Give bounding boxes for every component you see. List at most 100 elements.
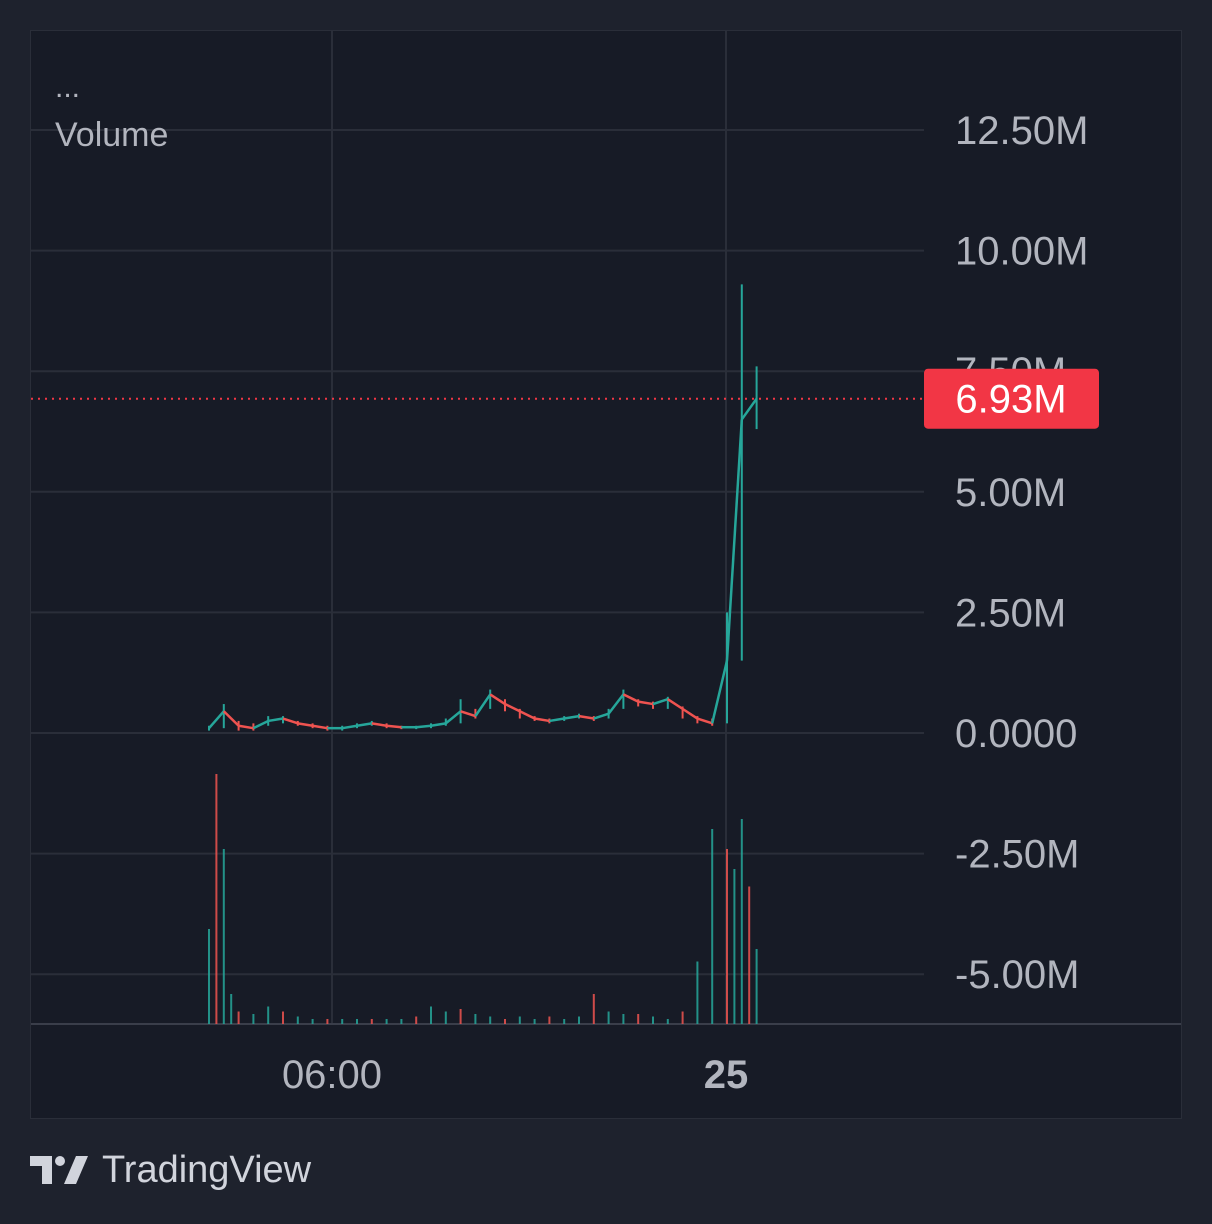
volume-bar [459, 1009, 462, 1024]
series-segment [489, 693, 506, 706]
x-tick-label: 25 [704, 1053, 749, 1097]
volume-bar [356, 1019, 358, 1024]
legend-more: ... [55, 71, 80, 104]
volume-bar [400, 1019, 403, 1024]
y-tick-label: 12.50M [955, 109, 1088, 153]
volume-bar [326, 1019, 329, 1024]
volume-bar [666, 1019, 669, 1024]
volume-bar [385, 1019, 388, 1024]
series-segment [460, 710, 476, 718]
x-tick-label: 06:00 [282, 1053, 382, 1097]
volume-bar [726, 849, 728, 1024]
series-segment [341, 724, 358, 730]
series-segment [474, 693, 492, 717]
price-badge-label: 6.93M [955, 378, 1066, 422]
y-tick-label: 0.0000 [955, 712, 1077, 756]
volume-bar [681, 1011, 684, 1024]
series-segment [534, 717, 550, 723]
y-axis: 12.50M10.00M7.50M5.00M2.50M0.0000-2.50M-… [955, 109, 1088, 997]
series-segment [386, 724, 402, 729]
volume-bar [740, 819, 743, 1024]
volume-bar [748, 886, 751, 1024]
y-tick-label: -5.00M [955, 953, 1080, 997]
volume-bar [267, 1006, 270, 1024]
volume-bar [222, 849, 225, 1024]
volume-bar [504, 1019, 506, 1024]
volume-bar [415, 1016, 418, 1024]
volume-bar [755, 949, 758, 1024]
volume-bar [370, 1019, 373, 1024]
series-segment [667, 698, 684, 710]
volume-bar [637, 1014, 640, 1024]
volume-bar [711, 829, 714, 1024]
volume-bar [311, 1019, 314, 1024]
brand-name: TradingView [102, 1148, 312, 1191]
series-segment [549, 717, 565, 723]
series-segment [445, 710, 462, 725]
volume-bar [533, 1019, 536, 1024]
series-segment [563, 714, 580, 720]
series-segment [593, 712, 609, 720]
volume-bar [282, 1011, 284, 1024]
series-segment [208, 710, 225, 729]
series-segment [252, 719, 269, 730]
series-segment [622, 693, 639, 703]
series-segment [578, 714, 595, 720]
volume-bar [208, 929, 210, 1024]
series-segment [267, 717, 284, 723]
y-tick-label: -2.50M [955, 833, 1080, 877]
volume-bar [592, 994, 595, 1024]
volume-bar [296, 1016, 299, 1024]
volume-bar [563, 1019, 566, 1024]
series-segment [607, 693, 625, 715]
volume-bars [208, 774, 758, 1024]
volume-bar [430, 1006, 432, 1024]
volume-bar [607, 1011, 610, 1024]
volume-bar [652, 1016, 654, 1024]
series-segment [710, 660, 729, 724]
series-segment [238, 724, 254, 730]
x-axis: 06:00 25 [282, 1053, 748, 1097]
series-segment [681, 707, 699, 720]
volume-bar [696, 961, 699, 1024]
series-segment [222, 710, 240, 727]
chart-panel[interactable]: 12.50M10.00M7.50M5.00M2.50M0.0000-2.50M-… [30, 30, 1182, 1119]
series-candles [208, 284, 758, 731]
volume-bar [548, 1016, 551, 1024]
volume-bar [733, 869, 736, 1024]
series-segment [740, 397, 758, 421]
series-segment [430, 722, 447, 727]
series-segment [356, 722, 373, 727]
series-segment [519, 710, 536, 720]
volume-bar [578, 1016, 580, 1024]
series-segment [312, 724, 328, 730]
y-tick-label: 10.00M [955, 230, 1088, 274]
series-segment [371, 722, 387, 727]
y-tick-label: 5.00M [955, 471, 1066, 515]
brand[interactable]: TradingView [30, 1146, 311, 1194]
series-segment [725, 419, 744, 661]
series-segment [282, 717, 299, 725]
series-segment [504, 702, 521, 713]
legend: ... Volume [55, 71, 168, 154]
volume-bar [622, 1014, 625, 1024]
volume-bar [489, 1016, 492, 1024]
volume-bar [444, 1011, 447, 1024]
volume-bar [474, 1014, 477, 1024]
series-segment [652, 698, 669, 706]
volume-bar [341, 1019, 344, 1024]
series-segment [697, 717, 713, 725]
y-tick-label: 2.50M [955, 591, 1066, 635]
volume-bar [215, 774, 218, 1024]
legend-title: Volume [55, 116, 168, 154]
price-badge-bg [924, 368, 1099, 429]
volume-bar [252, 1014, 255, 1024]
volume-bar [237, 1011, 240, 1024]
volume-bar [230, 994, 233, 1024]
price-badge: 6.93M [924, 368, 1099, 429]
volume-bar [518, 1016, 521, 1024]
chart-canvas[interactable]: 12.50M10.00M7.50M5.00M2.50M0.0000-2.50M-… [31, 31, 1181, 1118]
tradingview-logo-icon [30, 1156, 88, 1184]
series-segment [416, 724, 432, 729]
series-segment [637, 700, 654, 706]
